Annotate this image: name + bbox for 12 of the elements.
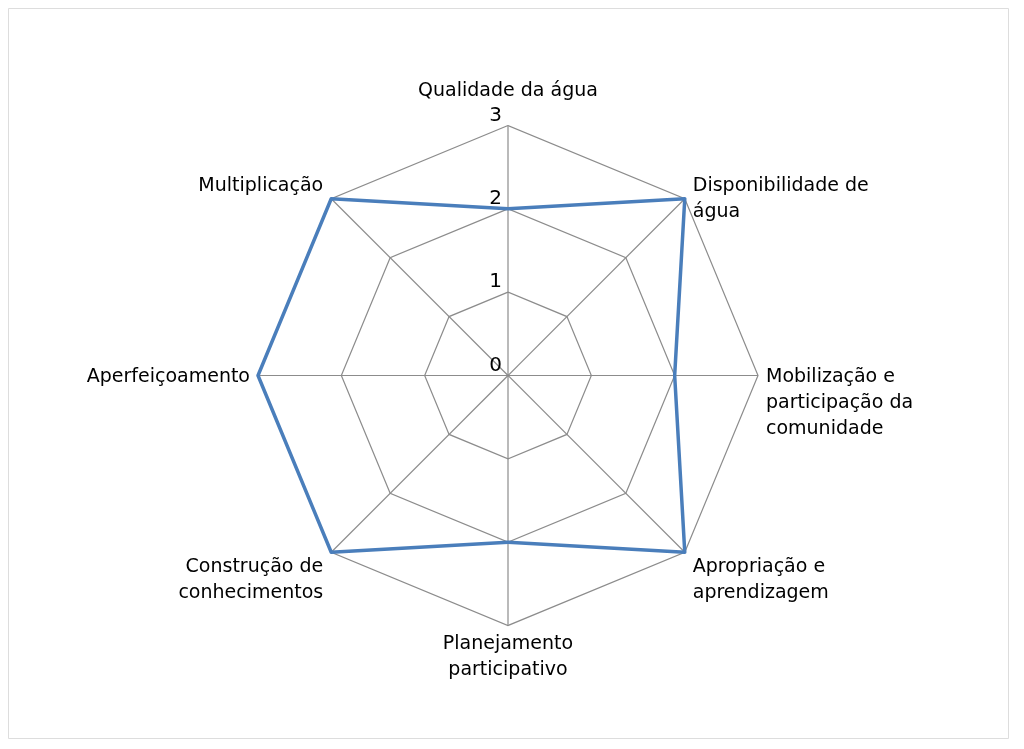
spoke-label: Aperfeiçoamento [86,363,250,386]
spoke-label: Disponibilidade de água [692,172,869,221]
y-tick-label: 3 [489,101,502,126]
y-tick-label: 2 [489,184,502,209]
y-tick-label: 0 [489,351,502,376]
spoke-label: Qualidade da água [418,77,598,100]
spoke-label: Construção de conhecimentos [178,554,324,603]
spoke-label: Apropriação e aprendizagem [692,554,829,603]
spoke-label: Mobilização e participação da comunidade [766,363,914,438]
y-tick-label: 1 [489,268,502,293]
spoke-label: Planejamento participativo [442,630,574,679]
spoke-label: Multiplicação [198,172,324,195]
